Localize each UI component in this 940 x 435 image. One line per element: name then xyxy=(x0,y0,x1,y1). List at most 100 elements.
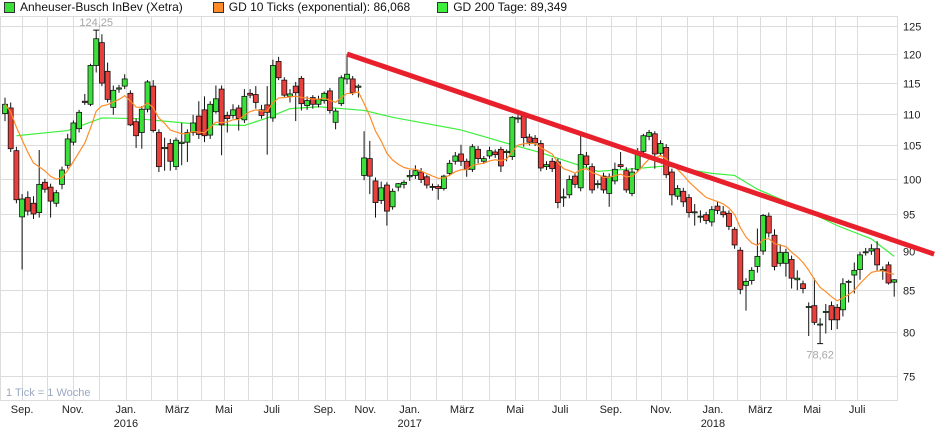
min-label: 78,62 xyxy=(806,350,834,362)
candle-body xyxy=(697,215,704,218)
candle xyxy=(378,181,385,204)
candle xyxy=(269,59,276,122)
candle-body xyxy=(555,161,561,203)
candle xyxy=(822,304,829,334)
candle xyxy=(651,131,658,169)
candle xyxy=(412,165,419,179)
candle xyxy=(617,151,624,169)
candle xyxy=(748,267,755,285)
candle xyxy=(520,113,527,147)
x-tick-label: Nov. xyxy=(650,404,672,416)
candle xyxy=(247,89,254,99)
candle xyxy=(184,129,191,162)
candle-body xyxy=(526,136,533,143)
y-tick-label: 125 xyxy=(903,22,921,34)
candle-body xyxy=(469,146,476,170)
candle-body xyxy=(19,198,26,218)
candle xyxy=(121,74,128,90)
candle xyxy=(395,182,402,192)
candle xyxy=(845,279,852,303)
candle-body xyxy=(389,190,396,208)
candle-body xyxy=(30,202,37,215)
candle xyxy=(537,140,544,172)
candle-body xyxy=(429,186,436,188)
candle-body xyxy=(674,188,681,197)
candle-body xyxy=(355,85,362,88)
candle-body xyxy=(230,109,236,116)
candle-body xyxy=(497,148,504,167)
candle-body xyxy=(383,184,390,212)
candle-body xyxy=(418,171,425,180)
candle-body xyxy=(161,146,168,150)
candle-body xyxy=(731,228,738,246)
candle xyxy=(754,228,761,273)
candle xyxy=(36,150,43,218)
candle xyxy=(788,255,795,289)
candle xyxy=(344,53,350,85)
candles xyxy=(2,30,898,344)
candle-body xyxy=(338,77,345,105)
candle xyxy=(726,210,732,231)
candle-body xyxy=(195,115,202,135)
candle-body xyxy=(566,179,573,196)
x-tick-label: Juli xyxy=(849,404,866,416)
interval-note: 1 Tick = 1 Woche xyxy=(6,387,90,399)
candle xyxy=(252,86,259,109)
max-label: 124,25 xyxy=(79,17,113,29)
candle xyxy=(646,129,652,141)
candle-body xyxy=(395,183,402,188)
candle-body xyxy=(64,138,71,166)
y-tick-label: 110 xyxy=(903,110,921,122)
candle xyxy=(401,180,407,189)
candle xyxy=(178,122,185,166)
candle xyxy=(349,76,356,96)
candle xyxy=(691,203,698,226)
candle-body xyxy=(304,100,311,106)
plot-frame xyxy=(0,16,898,401)
legend-item-ema[interactable]: GD 10 Ticks (exponential): 86,068 xyxy=(209,0,410,14)
candle xyxy=(201,96,208,143)
candle xyxy=(686,194,692,218)
candle-body xyxy=(862,251,869,254)
legend-item-price[interactable]: Anheuser-Busch InBev (Xetra) xyxy=(0,0,183,14)
candle xyxy=(469,144,476,173)
candle-body xyxy=(178,141,185,144)
candle-body xyxy=(754,255,761,267)
candle-body xyxy=(440,175,447,189)
candle xyxy=(577,135,584,192)
y-tick-label: 115 xyxy=(903,79,921,91)
legend-item-sma[interactable]: GD 200 Tage: 89,349 xyxy=(433,0,567,14)
candle xyxy=(435,184,442,200)
x-tick-label: Mai xyxy=(506,404,524,416)
candle xyxy=(42,178,48,193)
candle-body xyxy=(144,81,151,110)
candle-body xyxy=(87,65,94,105)
candle-body xyxy=(549,160,556,170)
candle-body xyxy=(600,175,607,191)
candle xyxy=(720,206,727,218)
candle-body xyxy=(669,171,675,196)
candle-body xyxy=(657,143,664,154)
candle-body xyxy=(515,117,521,120)
candle xyxy=(783,248,789,277)
candle-body xyxy=(321,92,328,102)
candle xyxy=(212,85,219,114)
candle xyxy=(258,104,265,119)
candle-body xyxy=(845,280,852,283)
candle xyxy=(572,172,578,188)
candle xyxy=(879,266,886,280)
y-tick-label: 95 xyxy=(903,210,915,222)
candle xyxy=(116,84,122,93)
candle-body xyxy=(435,186,442,189)
trendline-segment xyxy=(346,51,935,257)
green-square-icon xyxy=(437,1,449,13)
candle-body xyxy=(589,166,595,191)
candle-body xyxy=(760,215,766,252)
candle xyxy=(868,244,875,255)
candle xyxy=(606,173,613,207)
candle xyxy=(509,116,516,160)
candle xyxy=(566,175,573,199)
candle xyxy=(760,213,766,255)
candle xyxy=(737,247,744,295)
candle-body xyxy=(891,279,898,283)
